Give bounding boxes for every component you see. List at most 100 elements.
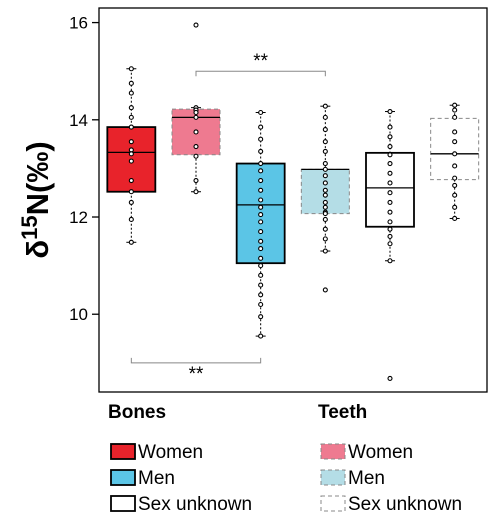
- data-point: [258, 219, 264, 225]
- data-point: [452, 204, 458, 210]
- data-point: [387, 108, 393, 115]
- legend-label: Men: [348, 468, 385, 489]
- box-iqr: [430, 117, 480, 181]
- legend: Bones Women Men Sex unknown Teeth Women Men Sex…: [108, 402, 462, 515]
- data-point: [322, 192, 328, 198]
- data-point: [258, 160, 264, 167]
- legend-group-title: Teeth: [318, 402, 367, 423]
- data-point: [193, 114, 199, 120]
- data-point: [258, 282, 264, 288]
- box-teeth-sex-unknown: [430, 102, 480, 222]
- data-point: [128, 216, 134, 222]
- data-point: [322, 199, 328, 205]
- data-point: [193, 129, 199, 135]
- data-point: [128, 124, 134, 130]
- significance-label: **: [253, 51, 268, 72]
- data-point: [258, 212, 264, 218]
- data-point: [322, 103, 328, 109]
- legend-label: Sex unknown: [138, 494, 252, 515]
- bracket-line: [130, 357, 262, 364]
- data-point: [258, 272, 264, 278]
- data-point: [322, 204, 328, 210]
- data-point: [387, 160, 393, 167]
- data-point: [387, 143, 393, 150]
- data-point: [128, 66, 134, 72]
- data-point: [128, 80, 134, 86]
- data-point: [322, 166, 328, 172]
- data-point: [128, 178, 134, 184]
- data-point: [452, 107, 458, 113]
- legend-label: Women: [138, 442, 203, 463]
- data-point: [452, 215, 458, 222]
- data-point: [387, 258, 393, 264]
- data-point: [387, 209, 393, 215]
- data-point: [258, 124, 264, 130]
- box-teeth-men: [300, 103, 350, 293]
- legend-swatch: [320, 469, 346, 486]
- data-point: [322, 187, 328, 193]
- data-point: [258, 168, 264, 174]
- legend-swatch: [320, 443, 346, 460]
- legend-entry: Sex unknown: [320, 494, 462, 515]
- data-point: [128, 114, 134, 120]
- legend-swatch: [110, 495, 136, 512]
- data-point: [452, 192, 458, 198]
- data-point: [322, 287, 328, 293]
- data-point: [322, 126, 328, 133]
- data-point: [452, 139, 458, 145]
- data-point: [258, 238, 264, 244]
- data-point: [387, 375, 393, 381]
- data-point: [322, 139, 328, 145]
- legend-entry: Men: [320, 468, 385, 489]
- legend-column-bones: Bones Women Men Sex unknown: [108, 402, 252, 515]
- data-point: [322, 173, 328, 179]
- legend-entry: Sex unknown: [110, 494, 252, 515]
- data-point: [128, 239, 134, 245]
- y-axis-title-superscript: 15: [17, 215, 42, 239]
- data-point: [258, 109, 264, 116]
- legend-swatch: [110, 443, 136, 460]
- legend-swatch: [320, 495, 346, 512]
- data-point: [128, 199, 134, 205]
- data-point: [258, 255, 264, 261]
- data-point: [387, 180, 393, 186]
- plot-area: ** **: [98, 7, 488, 393]
- data-point: [258, 229, 264, 235]
- data-point: [258, 246, 264, 252]
- data-point: [258, 197, 264, 203]
- y-tick-label: 14: [69, 111, 88, 130]
- data-point: [387, 134, 393, 140]
- significance-bracket: **: [130, 357, 262, 385]
- data-point: [193, 143, 199, 150]
- data-point: [387, 226, 393, 232]
- data-point: [128, 189, 134, 195]
- y-tick-label: 10: [69, 305, 88, 324]
- data-point: [387, 170, 393, 176]
- data-point: [322, 148, 328, 154]
- data-point: [258, 292, 264, 298]
- data-point: [452, 175, 458, 181]
- significance-label: **: [189, 364, 204, 385]
- legend-entry: Women: [320, 442, 413, 463]
- data-point: [193, 109, 199, 116]
- data-point: [258, 148, 264, 154]
- data-point: [193, 178, 199, 184]
- data-point: [387, 124, 393, 130]
- data-point: [387, 199, 393, 205]
- data-point: [258, 333, 264, 339]
- box-teeth-women: [171, 22, 221, 195]
- legend-entry: Women: [110, 442, 203, 463]
- data-point: [193, 189, 199, 195]
- bracket-line: [195, 70, 326, 77]
- data-point: [258, 136, 264, 142]
- data-point: [128, 105, 134, 111]
- legend-label: Sex unknown: [348, 494, 462, 515]
- legend-column-teeth: Teeth Women Men Sex unknown: [318, 402, 462, 515]
- data-point: [258, 314, 264, 320]
- data-point: [193, 153, 199, 159]
- data-point: [387, 190, 393, 196]
- data-point: [452, 182, 458, 188]
- data-point: [128, 151, 134, 157]
- legend-entry: Men: [110, 468, 175, 489]
